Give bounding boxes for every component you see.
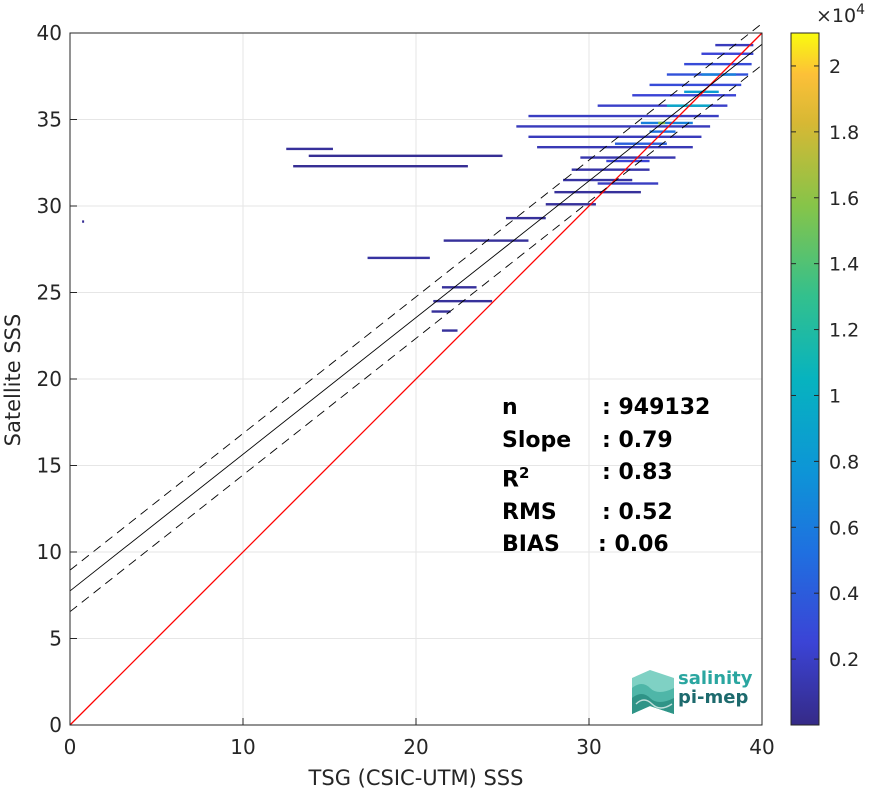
colorbar-tick-label: 1.6 (829, 188, 859, 210)
x-axis-label: TSG (CSIC-UTM) SSS (308, 766, 524, 790)
logo-text-pi-mep: pi-mep (678, 687, 749, 708)
density-cell (563, 178, 633, 182)
density-cell (431, 310, 451, 313)
y-tick-label: 30 (37, 194, 62, 218)
density-cell (528, 114, 719, 118)
y-axis-ticks: 0 5 10 15 20 25 30 35 40 (37, 21, 77, 737)
y-tick-label: 5 (49, 627, 62, 651)
density-cell (367, 256, 430, 260)
stat-value: : 0.79 (602, 427, 673, 453)
y-tick-label: 15 (37, 454, 62, 478)
density-layer (82, 43, 754, 332)
density-cell (597, 182, 659, 185)
stat-key-superscript: 2 (518, 464, 530, 482)
x-tick-label: 20 (403, 735, 428, 759)
density-cell (545, 203, 596, 206)
colorbar-tick-label: 1.2 (829, 320, 859, 342)
colorbar-tick-label: 1 (829, 385, 841, 407)
identity-line (69, 32, 763, 726)
colorbar-tick-label: 0.8 (829, 451, 859, 473)
y-tick-label: 35 (37, 108, 62, 132)
colorbar (790, 32, 820, 726)
density-cell (516, 125, 711, 128)
fit_upper-line (69, 23, 763, 571)
colorbar-exponent: ×104 (816, 2, 865, 27)
y-tick-label: 20 (37, 367, 62, 391)
density-cell (308, 154, 503, 158)
density-cell (597, 104, 728, 107)
salinity-pi-mep-logo: salinity pi-mep (630, 666, 758, 718)
density-cell (441, 329, 458, 332)
density-cell (554, 190, 641, 194)
stat-key: Slope (502, 427, 572, 453)
stat-row: BIAS : 0.06 (502, 529, 710, 562)
colorbar-tick-label: 2 (829, 56, 841, 78)
stat-row: RMS : 0.52 (502, 497, 710, 530)
density-cell (684, 62, 752, 66)
stat-row: Slope : 0.79 (502, 425, 710, 458)
y-axis-label: Satellite SSS (1, 314, 25, 447)
x-tick-label: 0 (64, 735, 77, 759)
density-cell (701, 73, 737, 76)
logo-waves-icon (632, 670, 674, 714)
fit_lower-line (69, 64, 763, 613)
stat-key: RMS (502, 499, 557, 525)
x-tick-label: 30 (576, 735, 601, 759)
y-tick-label: 25 (37, 281, 62, 305)
y-tick-label: 40 (37, 21, 62, 45)
statistics-box: n : 949132 Slope : 0.79 R2 : 0.83 RMS : 0.52 BIA… (502, 392, 710, 562)
y-tick-label: 0 (49, 713, 62, 737)
density-cell (701, 52, 754, 55)
stat-row: n : 949132 (502, 392, 710, 425)
density-cell (580, 156, 676, 159)
density-cell (537, 145, 693, 149)
density-cell (82, 220, 85, 223)
colorbar-tick-label: 0.2 (829, 649, 859, 671)
density-cell (441, 286, 477, 289)
density-cell (606, 159, 650, 163)
y-tick-label: 10 (37, 540, 62, 564)
fit-lines (69, 23, 763, 726)
density-cell (286, 147, 333, 151)
stat-key: BIAS (502, 532, 560, 558)
density-cell (640, 121, 693, 125)
density-cell (632, 94, 737, 97)
stat-value: : 949132 (602, 395, 711, 420)
stat-value: : 0.06 (598, 532, 669, 558)
stat-value: : 0.52 (602, 499, 673, 525)
density-cell (614, 142, 667, 145)
colorbar-tick-label: 1.4 (829, 254, 859, 276)
colorbar-tick-label: 0.4 (829, 583, 859, 605)
stat-value: : 0.83 (602, 460, 673, 485)
density-cell (505, 216, 546, 220)
density-cell (443, 239, 529, 242)
density-cell (649, 83, 742, 87)
density-cell (528, 135, 702, 138)
fit-line (69, 43, 763, 592)
stat-key: n (502, 395, 518, 420)
logo-text-salinity: salinity (678, 668, 753, 689)
density-cell (293, 165, 468, 168)
density-cell (571, 168, 650, 171)
colorbar-ticks: 0.2 0.4 0.6 0.8 1 1.2 1.4 1.6 1.8 2 (791, 56, 859, 671)
colorbar-tick-label: 0.6 (829, 517, 859, 539)
colorbar-tick-label: 1.8 (829, 122, 859, 144)
stat-key: R2 (502, 464, 530, 493)
stat-row: R2 : 0.83 (502, 457, 710, 497)
x-tick-label: 10 (230, 735, 255, 759)
x-tick-label: 40 (749, 735, 774, 759)
x-axis-ticks: 0 10 20 30 40 (64, 718, 775, 759)
